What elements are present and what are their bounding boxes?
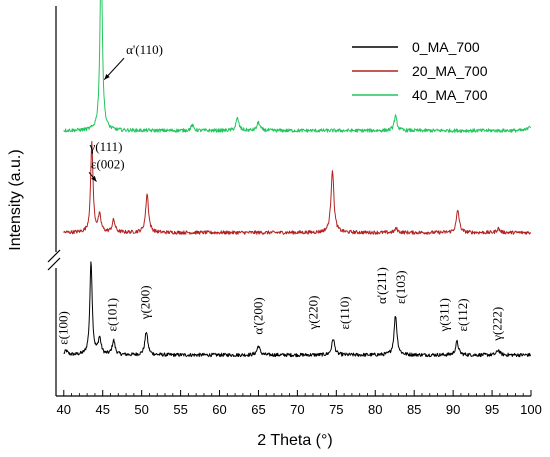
series-layer (63, 0, 532, 358)
axes-layer: 40 45 50 55 60 65 70 75 80 85 90 95 100 (47, 6, 542, 417)
peak-label: γ(200) (137, 285, 152, 320)
axis-break-mark (47, 249, 61, 263)
peak-label: α'(200) (250, 297, 265, 334)
x-tick-label: 50 (134, 402, 148, 417)
x-tick-label: 45 (95, 402, 109, 417)
x-tick-label: 85 (407, 402, 421, 417)
x-tick-label: 60 (212, 402, 226, 417)
y-axis-title: Intensity (a.u.) (7, 149, 24, 250)
legend-label-40_MA_700: 40_MA_700 (412, 87, 488, 103)
legend-label-20_MA_700: 20_MA_700 (412, 63, 488, 79)
x-tick-label: 80 (368, 402, 382, 417)
peak-label: ε(100) (56, 311, 71, 345)
peak-label: γ(220) (306, 296, 321, 331)
peak-label: α'(110) (126, 42, 163, 57)
x-tick-label: 90 (446, 402, 460, 417)
series-line-40_MA_700 (63, 0, 531, 133)
series-line-20_MA_700 (63, 140, 532, 235)
legend: 0_MA_700 20_MA_700 40_MA_700 (352, 39, 488, 103)
peak-label: γ(222) (489, 307, 504, 342)
annotation-arrowhead (91, 175, 97, 182)
annotation-arrowhead (104, 73, 110, 80)
peak-label: α'(211) (374, 267, 389, 304)
peak-label: ε(112) (455, 298, 470, 331)
peak-label: ε(002) (91, 156, 125, 171)
x-tick-label: 95 (485, 402, 499, 417)
peak-label: ε(110) (337, 296, 352, 329)
legend-label-0_MA_700: 0_MA_700 (412, 39, 480, 55)
x-tick-label: 75 (329, 402, 343, 417)
axis-break-mark (47, 257, 61, 271)
annotation-layer: α'(110) γ(111) ε(002) ε(100) ε(101) γ(200) α'(… (56, 42, 505, 345)
peak-label: γ(311) (437, 298, 452, 332)
series-line-0_MA_700 (63, 261, 532, 358)
x-tick-label: 55 (173, 402, 187, 417)
x-tick-label: 100 (520, 402, 542, 417)
x-tick-label: 40 (57, 402, 71, 417)
x-tick-label: 65 (251, 402, 265, 417)
x-tick-label: 70 (290, 402, 304, 417)
x-axis-title: 2 Theta (°) (257, 432, 332, 449)
peak-label: ε(101) (105, 298, 120, 332)
peak-label: γ(111) (89, 139, 123, 154)
peak-label: ε(103) (393, 270, 408, 304)
